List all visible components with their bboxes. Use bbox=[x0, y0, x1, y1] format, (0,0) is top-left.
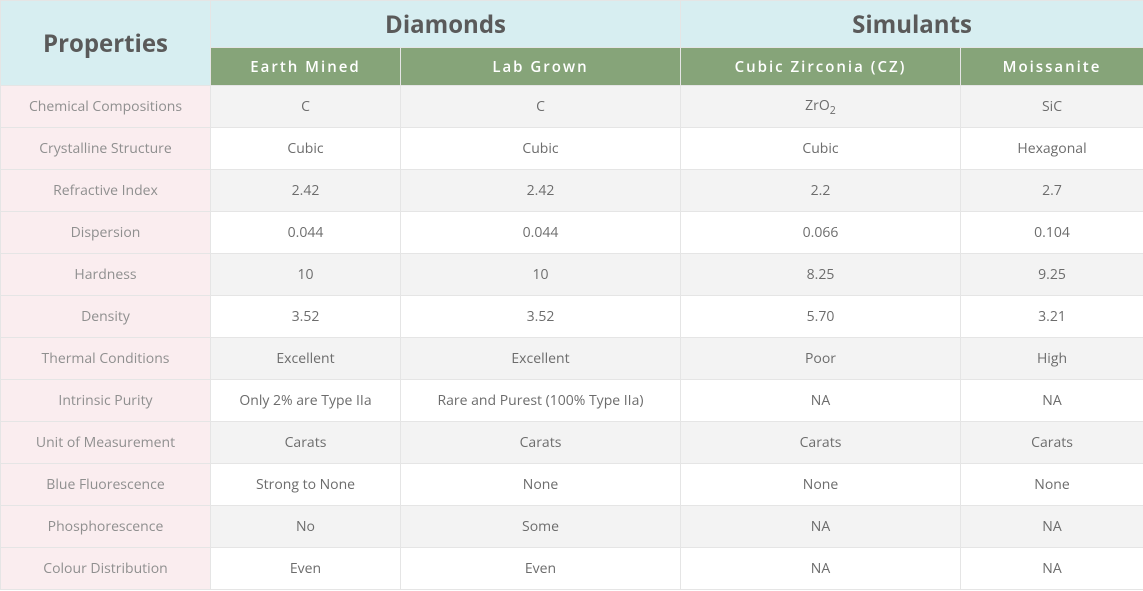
row-label: Phosphorescence bbox=[1, 506, 211, 548]
cell-value: NA bbox=[961, 380, 1143, 422]
cell-value: 2.42 bbox=[401, 170, 681, 212]
cell-value: Strong to None bbox=[211, 464, 401, 506]
cell-value: 2.7 bbox=[961, 170, 1143, 212]
cell-value: Hexagonal bbox=[961, 128, 1143, 170]
cell-value: None bbox=[681, 464, 961, 506]
row-label: Chemical Compositions bbox=[1, 86, 211, 128]
cell-value: Even bbox=[211, 548, 401, 590]
table-row: Hardness10108.259.25 bbox=[1, 254, 1143, 296]
row-label: Density bbox=[1, 296, 211, 338]
cell-value: None bbox=[961, 464, 1143, 506]
cell-value: NA bbox=[681, 380, 961, 422]
row-label: Hardness bbox=[1, 254, 211, 296]
table-row: Crystalline StructureCubicCubicCubicHexa… bbox=[1, 128, 1143, 170]
header-col-cz: Cubic Zirconia (CZ) bbox=[681, 48, 961, 86]
header-group-simulants: Simulants bbox=[681, 1, 1143, 48]
row-label: Refractive Index bbox=[1, 170, 211, 212]
cell-value: 0.066 bbox=[681, 212, 961, 254]
header-group-diamonds: Diamonds bbox=[211, 1, 681, 48]
cell-value: Only 2% are Type IIa bbox=[211, 380, 401, 422]
table-row: Density3.523.525.703.21 bbox=[1, 296, 1143, 338]
cell-value: 3.52 bbox=[211, 296, 401, 338]
cell-value: Poor bbox=[681, 338, 961, 380]
table-row: Blue FluorescenceStrong to NoneNoneNoneN… bbox=[1, 464, 1143, 506]
cell-value: Carats bbox=[211, 422, 401, 464]
cell-value: None bbox=[401, 464, 681, 506]
cell-value: C bbox=[211, 86, 401, 128]
row-label: Colour Distribution bbox=[1, 548, 211, 590]
cell-value: Cubic bbox=[401, 128, 681, 170]
cell-value: Some bbox=[401, 506, 681, 548]
cell-value: 3.21 bbox=[961, 296, 1143, 338]
cell-value: NA bbox=[961, 548, 1143, 590]
row-label: Blue Fluorescence bbox=[1, 464, 211, 506]
cell-value: Cubic bbox=[681, 128, 961, 170]
cell-value: 5.70 bbox=[681, 296, 961, 338]
cell-value: Even bbox=[401, 548, 681, 590]
cell-value: SiC bbox=[961, 86, 1143, 128]
cell-value: Carats bbox=[401, 422, 681, 464]
table-row: Unit of MeasurementCaratsCaratsCaratsCar… bbox=[1, 422, 1143, 464]
cell-value: 8.25 bbox=[681, 254, 961, 296]
header-properties: Properties bbox=[1, 1, 211, 86]
cell-value: C bbox=[401, 86, 681, 128]
row-label: Crystalline Structure bbox=[1, 128, 211, 170]
cell-value: 9.25 bbox=[961, 254, 1143, 296]
row-label: Unit of Measurement bbox=[1, 422, 211, 464]
cell-value: No bbox=[211, 506, 401, 548]
cell-value: Carats bbox=[961, 422, 1143, 464]
cell-value: Carats bbox=[681, 422, 961, 464]
row-label: Thermal Conditions bbox=[1, 338, 211, 380]
cell-value: 3.52 bbox=[401, 296, 681, 338]
cell-value: 0.044 bbox=[211, 212, 401, 254]
cell-value: NA bbox=[681, 548, 961, 590]
table-body: Chemical CompositionsCCZrO2SiCCrystallin… bbox=[1, 86, 1143, 590]
cell-value: NA bbox=[681, 506, 961, 548]
cell-value: 2.42 bbox=[211, 170, 401, 212]
table-row: Colour DistributionEvenEvenNANA bbox=[1, 548, 1143, 590]
row-label: Intrinsic Purity bbox=[1, 380, 211, 422]
cell-value: 0.044 bbox=[401, 212, 681, 254]
table-row: Intrinsic PurityOnly 2% are Type IIaRare… bbox=[1, 380, 1143, 422]
table-row: Thermal ConditionsExcellentExcellentPoor… bbox=[1, 338, 1143, 380]
cell-value: Excellent bbox=[401, 338, 681, 380]
comparison-table-container: Properties Diamonds Simulants Earth Mine… bbox=[0, 0, 1143, 590]
cell-value: NA bbox=[961, 506, 1143, 548]
cell-value: Rare and Purest (100% Type IIa) bbox=[401, 380, 681, 422]
cell-value: 0.104 bbox=[961, 212, 1143, 254]
cell-value: Cubic bbox=[211, 128, 401, 170]
cell-value: Excellent bbox=[211, 338, 401, 380]
table-head: Properties Diamonds Simulants Earth Mine… bbox=[1, 1, 1143, 86]
table-row: Dispersion0.0440.0440.0660.104 bbox=[1, 212, 1143, 254]
header-col-lab-grown: Lab Grown bbox=[401, 48, 681, 86]
header-col-earth-mined: Earth Mined bbox=[211, 48, 401, 86]
table-row: Chemical CompositionsCCZrO2SiC bbox=[1, 86, 1143, 128]
cell-value: ZrO2 bbox=[681, 86, 961, 128]
cell-value: High bbox=[961, 338, 1143, 380]
header-col-moissanite: Moissanite bbox=[961, 48, 1143, 86]
cell-value: 10 bbox=[211, 254, 401, 296]
table-row: Refractive Index2.422.422.22.7 bbox=[1, 170, 1143, 212]
cell-value: 10 bbox=[401, 254, 681, 296]
row-label: Dispersion bbox=[1, 212, 211, 254]
cell-value: 2.2 bbox=[681, 170, 961, 212]
comparison-table: Properties Diamonds Simulants Earth Mine… bbox=[0, 0, 1143, 590]
table-row: PhosphorescenceNoSomeNANA bbox=[1, 506, 1143, 548]
